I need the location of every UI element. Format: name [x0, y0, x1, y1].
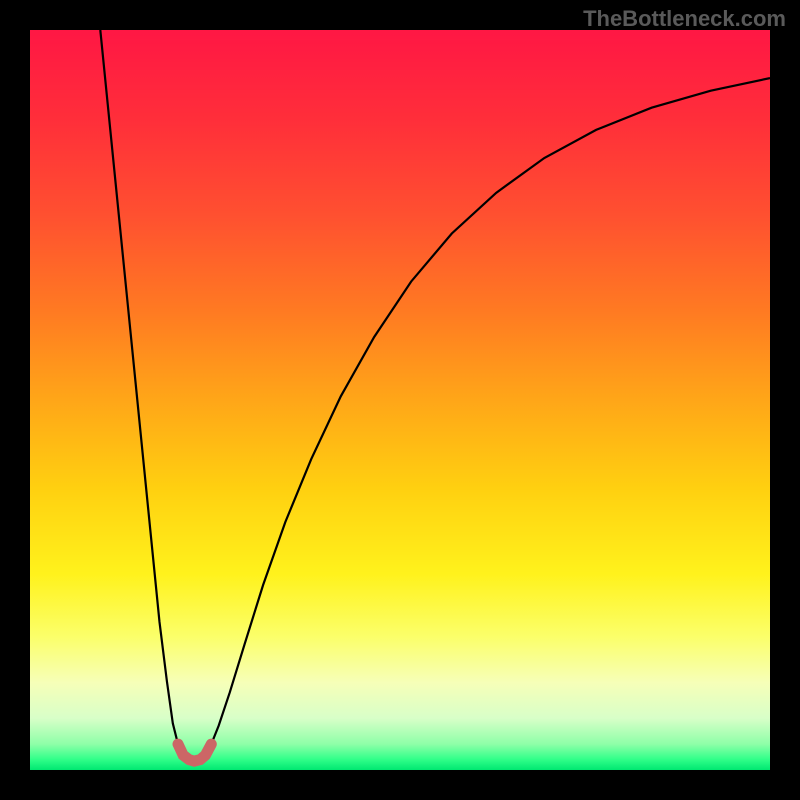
watermark-text: TheBottleneck.com [583, 6, 786, 32]
gradient-background [30, 30, 770, 770]
chart-root: TheBottleneck.com [0, 0, 800, 800]
bottleneck-chart [30, 30, 770, 770]
